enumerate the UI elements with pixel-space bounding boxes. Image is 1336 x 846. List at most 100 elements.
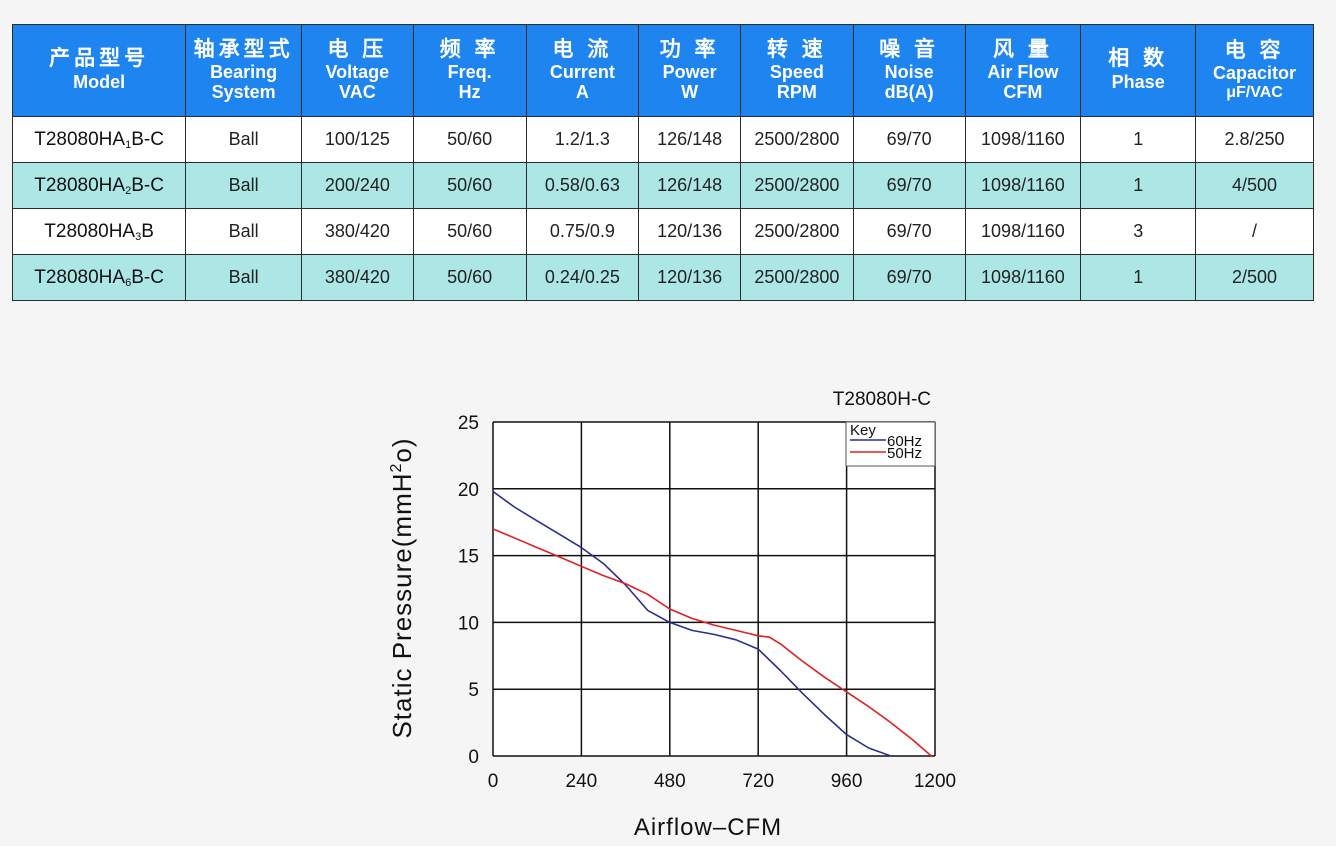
header-zh: 频 率 bbox=[439, 37, 500, 61]
cell-power: 126/148 bbox=[638, 162, 741, 209]
cell-airflow: 1098/1160 bbox=[964, 208, 1082, 255]
x-tick-label: 240 bbox=[566, 771, 598, 792]
cell-model: T28080HA1B-C bbox=[11, 116, 187, 163]
header-en: System bbox=[211, 81, 276, 102]
model-prefix: T28080HA bbox=[34, 128, 126, 150]
cell-capacitor: / bbox=[1195, 208, 1314, 255]
legend-box bbox=[845, 421, 936, 467]
header-en: W bbox=[681, 81, 699, 102]
header-zh: 相 数 bbox=[1108, 47, 1169, 71]
cell-freq: 50/60 bbox=[412, 116, 527, 163]
cell-capacitor: 2.8/250 bbox=[1195, 116, 1314, 163]
cell-freq: 50/60 bbox=[412, 254, 527, 301]
cell-bearing: Ball bbox=[185, 116, 302, 163]
cell-current: 0.75/0.9 bbox=[525, 208, 640, 255]
chart-ticks: 0 240 480 720 960 1200 0 5 10 15 20 25 bbox=[458, 413, 956, 792]
header-zh: 产品型号 bbox=[49, 47, 150, 71]
header-zh: 风 量 bbox=[992, 37, 1053, 61]
x-tick-label: 720 bbox=[742, 771, 774, 792]
cell-model: T28080HA2B-C bbox=[11, 162, 187, 209]
header-en: Voltage bbox=[325, 62, 390, 83]
cell-phase: 1 bbox=[1080, 116, 1197, 163]
model-prefix: T28080HA bbox=[34, 174, 126, 196]
legend-title: Key bbox=[850, 422, 876, 439]
cell-noise: 69/70 bbox=[852, 208, 966, 255]
chart-title: T28080H-C bbox=[833, 389, 931, 410]
header-airflow: 风 量 Air Flow CFM bbox=[964, 24, 1082, 117]
header-freq: 频 率 Freq. Hz bbox=[412, 24, 527, 117]
header-en: Bearing bbox=[210, 62, 278, 83]
model-subscript: 3 bbox=[135, 230, 142, 243]
model-prefix: T28080HA bbox=[44, 220, 136, 242]
header-en: Power bbox=[662, 62, 717, 83]
cell-current: 0.58/0.63 bbox=[525, 162, 640, 209]
header-phase: 相 数 Phase bbox=[1080, 24, 1197, 117]
table-row: T28080HA6B-C Ball 380/420 50/60 0.24/0.25 120… bbox=[11, 254, 1314, 301]
cell-voltage: 380/420 bbox=[300, 254, 414, 301]
cell-capacitor: 4/500 bbox=[1195, 162, 1314, 209]
header-noise: 噪 音 Noise dB(A) bbox=[852, 24, 966, 117]
header-model: 产品型号 Model bbox=[11, 24, 187, 117]
header-zh: 噪 音 bbox=[879, 37, 940, 61]
header-zh: 轴承型式 bbox=[193, 37, 294, 61]
header-zh: 电 容 bbox=[1224, 38, 1285, 62]
spec-table: 产品型号 Model 轴承型式 Bearing System 电 压 Volta… bbox=[11, 24, 1314, 301]
header-en: Air Flow bbox=[987, 62, 1059, 83]
cell-current: 0.24/0.25 bbox=[525, 254, 640, 301]
table-row: T28080HA1B-C Ball 100/125 50/60 1.2/1.3 126/1… bbox=[11, 116, 1314, 163]
y-tick-label: 0 bbox=[468, 747, 479, 768]
cell-speed: 2500/2800 bbox=[739, 116, 854, 163]
model-suffix: B bbox=[141, 220, 154, 242]
chart-xlabel: Airflow–CFM bbox=[634, 814, 782, 841]
table-header-row: 产品型号 Model 轴承型式 Bearing System 电 压 Volta… bbox=[11, 24, 1314, 117]
header-en: RPM bbox=[776, 81, 817, 102]
header-en: Hz bbox=[458, 81, 481, 102]
header-en: VAC bbox=[339, 81, 376, 102]
header-en: Noise bbox=[884, 62, 934, 83]
cell-airflow: 1098/1160 bbox=[964, 116, 1082, 163]
header-en: dB(A) bbox=[884, 81, 934, 102]
cell-current: 1.2/1.3 bbox=[525, 116, 640, 163]
cell-capacitor: 2/500 bbox=[1195, 254, 1314, 301]
header-speed: 转 速 Speed RPM bbox=[739, 24, 854, 117]
cell-airflow: 1098/1160 bbox=[964, 254, 1082, 301]
cell-power: 126/148 bbox=[638, 116, 741, 163]
chart-grid bbox=[492, 421, 936, 757]
model-subscript: 1 bbox=[125, 138, 132, 151]
cell-power: 120/136 bbox=[638, 208, 741, 255]
cell-bearing: Ball bbox=[185, 254, 302, 301]
cell-airflow: 1098/1160 bbox=[964, 162, 1082, 209]
header-en: Phase bbox=[1111, 72, 1165, 93]
cell-noise: 69/70 bbox=[852, 116, 966, 163]
cell-noise: 69/70 bbox=[852, 254, 966, 301]
cell-voltage: 380/420 bbox=[300, 208, 414, 255]
chart-ylabel: Static Pressure(mmH2o) bbox=[387, 437, 417, 738]
header-en: A bbox=[575, 81, 589, 102]
y-tick-label: 5 bbox=[468, 680, 479, 701]
x-tick-label: 960 bbox=[831, 771, 863, 792]
cell-speed: 2500/2800 bbox=[739, 208, 854, 255]
header-zh: 功 率 bbox=[659, 37, 720, 61]
legend-entry-50Hz: 50Hz bbox=[887, 445, 922, 462]
chart-series bbox=[492, 490, 932, 757]
model-subscript: 2 bbox=[125, 184, 132, 197]
model-subscript: 6 bbox=[125, 276, 132, 289]
series-line-60Hz bbox=[492, 490, 892, 757]
cell-noise: 69/70 bbox=[852, 162, 966, 209]
header-bearing: 轴承型式 Bearing System bbox=[185, 24, 302, 117]
header-en: CFM bbox=[1003, 81, 1043, 102]
header-en: Freq. bbox=[447, 62, 492, 83]
header-zh: 电 流 bbox=[552, 37, 613, 61]
cell-model: T28080HA3B bbox=[11, 208, 187, 255]
cell-bearing: Ball bbox=[185, 162, 302, 209]
plot-area bbox=[493, 422, 935, 756]
header-en: Capacitor bbox=[1213, 63, 1297, 84]
header-en: Model bbox=[73, 72, 126, 93]
header-zh: 转 速 bbox=[766, 37, 827, 61]
header-current: 电 流 Current A bbox=[525, 24, 640, 117]
model-suffix: B-C bbox=[131, 128, 164, 150]
table-row: T28080HA2B-C Ball 200/240 50/60 0.58/0.63 126… bbox=[11, 162, 1314, 209]
static-pressure-chart: 0 240 480 720 960 1200 0 5 10 15 20 25 T28080H-C Ai… bbox=[387, 389, 956, 841]
cell-bearing: Ball bbox=[185, 208, 302, 255]
